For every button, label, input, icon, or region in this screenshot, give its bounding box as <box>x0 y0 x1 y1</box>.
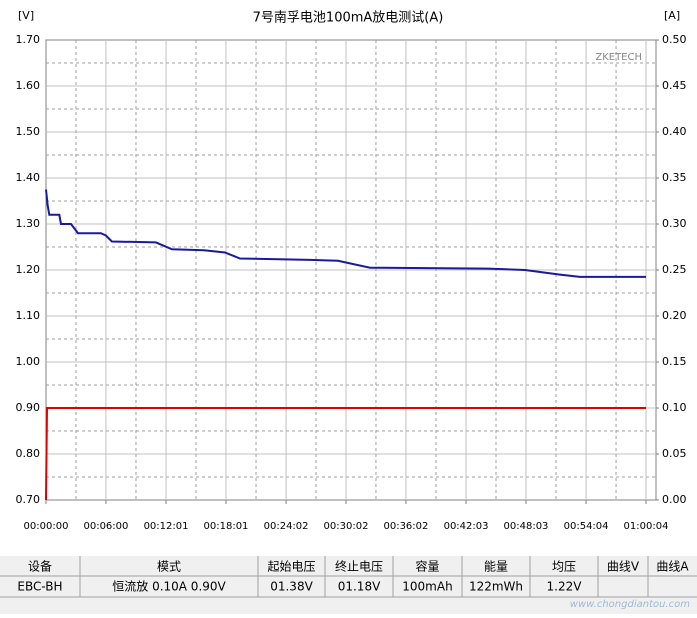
y2-tick-label: 0.25 <box>662 263 687 276</box>
x-tick-label: 00:48:03 <box>504 521 549 532</box>
y-tick-label: 1.70 <box>16 33 41 46</box>
table-header: 起始电压 <box>267 560 315 574</box>
y-tick-label: 1.00 <box>16 355 41 368</box>
y-tick-label: 1.20 <box>16 263 41 276</box>
y-tick-label: 1.60 <box>16 79 41 92</box>
table-header: 设备 <box>28 560 52 574</box>
y2-tick-label: 0.50 <box>662 33 687 46</box>
x-tick-label: 00:54:04 <box>564 521 609 532</box>
series-line <box>45 189 646 278</box>
series-line <box>45 407 646 501</box>
y-tick-label: 1.50 <box>16 125 41 138</box>
y2-tick-label: 0.15 <box>662 355 687 368</box>
table-header: 模式 <box>157 560 181 574</box>
y-tick-label: 1.40 <box>16 171 41 184</box>
y2-tick-label: 0.20 <box>662 309 687 322</box>
x-tick-label: 00:00:00 <box>24 521 69 532</box>
x-tick-label: 00:12:01 <box>144 521 189 532</box>
chart-title: 7号南孚电池100mA放电测试(A) <box>253 10 444 26</box>
y-tick-label: 1.10 <box>16 309 41 322</box>
y2-tick-label: 0.40 <box>662 125 687 138</box>
y2-tick-label: 0.45 <box>662 79 687 92</box>
table-bg <box>0 556 697 614</box>
y2-tick-label: 0.30 <box>662 217 687 230</box>
x-tick-label: 00:06:00 <box>83 521 128 532</box>
y2-axis-label: [A] <box>664 9 680 22</box>
table-cell: 01.38V <box>270 580 313 594</box>
table-header: 容量 <box>415 559 439 574</box>
watermark: ZKETECH <box>595 52 642 63</box>
y2-tick-label: 0.05 <box>662 447 687 460</box>
table-cell: 恒流放 0.10A 0.90V <box>112 579 226 594</box>
y-tick-label: 1.30 <box>16 217 41 230</box>
table-cell: 100mAh <box>402 580 452 594</box>
table-cell: EBC-BH <box>17 580 62 594</box>
table-cell: 01.18V <box>338 580 381 594</box>
y2-tick-label: 0.00 <box>662 493 687 506</box>
x-tick-label: 00:24:02 <box>264 521 309 532</box>
x-tick-label: 00:18:01 <box>204 521 249 532</box>
y-tick-label: 0.70 <box>16 493 41 506</box>
table-header: 曲线A <box>656 560 689 574</box>
table-cell: 1.22V <box>547 580 583 594</box>
table-header: 均压 <box>552 560 576 574</box>
table-header: 能量 <box>484 560 508 574</box>
x-tick-label: 01:00:04 <box>624 521 669 532</box>
table-cell: 122mWh <box>469 580 523 594</box>
table-header: 终止电压 <box>335 559 383 574</box>
y-tick-label: 0.90 <box>16 401 41 414</box>
y2-tick-label: 0.35 <box>662 171 687 184</box>
y-tick-label: 0.80 <box>16 447 41 460</box>
y-axis-label: [V] <box>18 9 34 22</box>
x-tick-label: 00:36:02 <box>383 521 428 532</box>
table-header: 曲线V <box>607 560 640 574</box>
x-tick-label: 00:30:02 <box>324 521 369 532</box>
x-tick-label: 00:42:03 <box>444 521 489 532</box>
site-watermark: www.chongdiantou.com <box>570 599 690 610</box>
y2-tick-label: 0.10 <box>662 401 687 414</box>
